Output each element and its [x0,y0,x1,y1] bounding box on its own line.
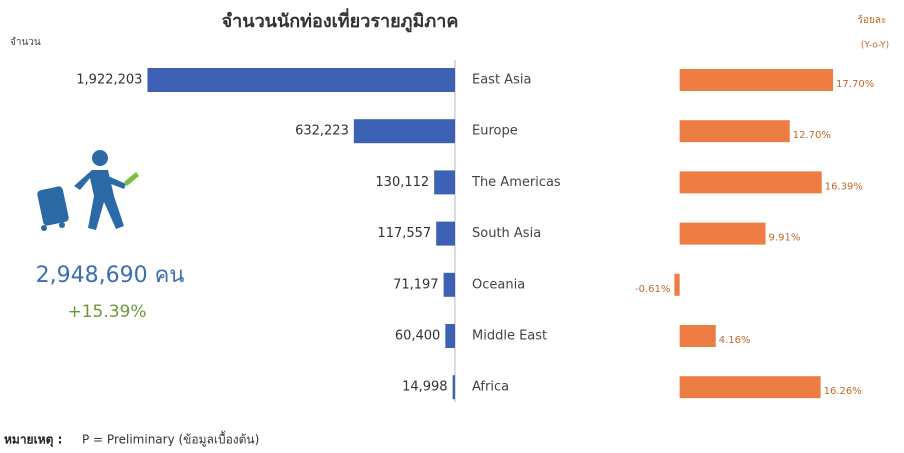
left-axis-label: จำนวน [10,37,41,48]
bar [674,273,680,296]
value-label: 117,557 [377,226,431,241]
value-label: 16.39% [825,181,863,192]
bar [679,69,834,91]
traveler-icon [37,150,139,231]
bar [443,272,455,297]
bar [679,171,822,194]
bar [679,376,821,399]
bar [679,120,790,143]
category-label: Oceania [472,277,525,292]
total-visitors: 2,948,690 คน [36,263,185,288]
chart-title: จำนวนนักท่องเที่ยวรายภูมิภาค [222,8,459,33]
bar [445,324,455,348]
right-axis-label: ร้อยละ [858,14,887,26]
value-label: 4.16% [719,335,751,346]
value-label: 16.26% [824,386,862,397]
value-label: 14,998 [402,380,448,395]
value-label: -0.61% [635,284,670,295]
value-label: 17.70% [836,79,874,90]
category-label: The Americas [471,175,561,190]
value-label: 632,223 [295,124,349,139]
bar [353,119,455,144]
category-label: Africa [472,380,509,395]
bar [679,222,766,245]
bar [679,325,716,347]
value-label: 9.91% [769,233,801,244]
footnote-label: หมายเหตุ : [4,433,62,448]
value-label: 130,112 [375,175,429,190]
category-label: Middle East [472,329,547,344]
bar [147,68,456,92]
category-label: South Asia [472,226,541,241]
category-label: East Asia [472,73,531,88]
value-label: 60,400 [395,329,441,344]
bar [436,221,455,246]
value-label: 12.70% [793,130,831,141]
value-label: 71,197 [393,277,439,292]
right-axis-sublabel: (Y-o-Y) [861,41,889,51]
value-label: 1,922,203 [76,73,142,88]
category-label: Europe [472,124,518,139]
total-growth: +15.39% [67,302,146,322]
bar [434,170,455,195]
bar [452,375,455,400]
footnote-text: P = Preliminary (ข้อมูลเบื้องต้น) [82,431,259,448]
